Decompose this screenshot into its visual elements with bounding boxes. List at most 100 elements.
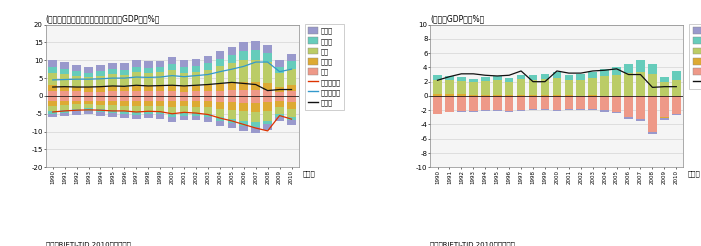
Bar [576,74,585,80]
Bar [48,73,57,85]
Bar [240,82,248,90]
Bar [84,111,93,114]
Bar [552,95,562,96]
Bar [648,96,657,132]
Legend: 消費財, 資本財, 部品, 加工品, 素材, 純輸出: 消費財, 資本財, 部品, 加工品, 素材, 純輸出 [689,24,701,89]
Bar [660,77,669,82]
Bar [493,110,501,111]
Bar [240,96,248,103]
Bar [72,111,81,115]
Bar [144,106,153,111]
Bar [48,85,57,91]
Bar [204,91,212,96]
Bar [191,113,200,116]
Bar [275,87,284,92]
Bar [216,117,224,121]
Bar [588,72,597,78]
Bar [287,69,296,85]
Bar [275,73,284,87]
Bar [564,109,573,110]
Bar [204,96,212,101]
Bar [96,101,104,105]
Bar [540,109,550,110]
Bar [600,69,609,76]
Bar [264,96,272,102]
Bar [60,101,69,105]
Bar [612,67,621,75]
Bar [108,74,117,86]
Bar [517,79,525,94]
Bar [96,76,104,87]
Bar [660,118,669,120]
Bar [132,91,141,96]
Bar [264,121,272,124]
Bar [287,54,296,61]
Bar [84,104,93,108]
Bar [120,75,129,87]
Bar [48,60,57,67]
Bar [564,75,573,80]
Bar [228,96,236,102]
Bar [264,62,272,83]
Bar [179,112,189,116]
Bar [168,113,177,117]
Bar [505,95,513,96]
Bar [445,94,454,96]
Bar [505,78,513,82]
Bar [84,77,93,87]
Bar [252,103,260,112]
Bar [600,76,609,96]
Bar [240,111,248,121]
Bar [120,114,129,118]
Bar [108,91,117,96]
Bar [72,71,81,76]
Bar [637,72,645,96]
Bar [132,60,141,67]
Bar [132,67,141,72]
Bar [660,117,669,118]
Bar [60,86,69,91]
Legend: 消費財, 資本財, 部品, 加工品, 素材, 中間財輸入, 中間財輸出, 純輸出: 消費財, 資本財, 部品, 加工品, 素材, 中間財輸入, 中間財輸出, 純輸出 [304,24,344,109]
Bar [204,85,212,91]
Bar [204,117,212,122]
Bar [517,75,525,79]
Bar [108,86,117,91]
Bar [48,114,57,117]
Bar [469,79,477,82]
Bar [529,96,538,109]
Bar [132,86,141,91]
Bar [60,62,69,69]
Bar [179,67,189,73]
Bar [156,112,165,114]
Bar [168,57,177,64]
Bar [48,96,57,101]
Bar [132,106,141,112]
Bar [600,96,609,110]
Bar [529,75,538,79]
Bar [564,96,573,109]
Bar [120,111,129,114]
Bar [240,103,248,111]
Bar [72,91,81,96]
Bar [108,105,117,110]
Bar [445,96,454,112]
Bar [84,101,93,104]
Bar [216,102,224,109]
Bar [216,96,224,102]
Bar [179,106,189,112]
Bar [252,112,260,122]
Bar [204,107,212,114]
Text: (輸出（プラス）、輸入（マイナス）GDP比、%）: (輸出（プラス）、輸入（マイナス）GDP比、%） [46,15,160,24]
Bar [179,86,189,92]
Bar [505,111,513,112]
Bar [287,61,296,69]
Bar [191,59,200,66]
Bar [517,110,525,111]
Bar [60,74,69,86]
Bar [252,41,260,49]
Bar [252,122,260,127]
Bar [517,94,525,96]
Bar [517,96,525,110]
Bar [576,80,585,96]
Bar [108,113,117,117]
